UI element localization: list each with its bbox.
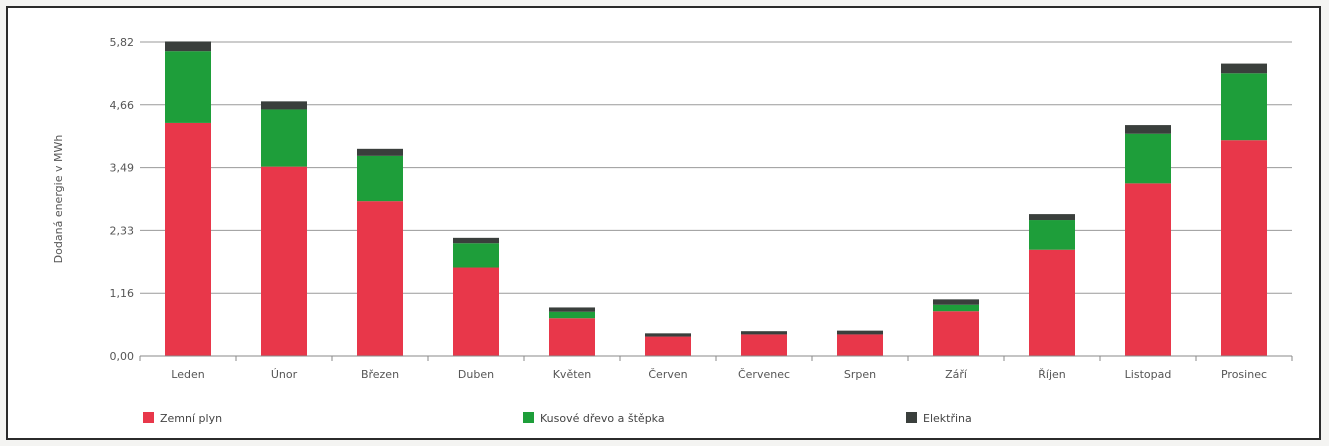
bar-segment	[165, 122, 211, 357]
bar-segment	[165, 51, 211, 123]
y-tick-label: 0,00	[110, 350, 135, 363]
x-tick-label: Prosinec	[1221, 368, 1267, 381]
x-tick-label: Únor	[271, 368, 298, 381]
bar-segment	[261, 109, 307, 167]
y-axis-label: Dodaná energie v MWh	[52, 135, 65, 264]
bar-segment	[645, 333, 691, 337]
x-tick-label: Říjen	[1038, 368, 1066, 381]
bar-segment	[933, 299, 979, 305]
bar-segment	[549, 311, 595, 319]
bar-segment	[1125, 133, 1171, 184]
legend-label: Kusové dřevo a štěpka	[540, 412, 665, 425]
bar-segment	[1029, 214, 1075, 221]
bar-segment	[357, 148, 403, 156]
bar-segment	[645, 336, 691, 356]
y-tick-label: 4,66	[110, 99, 135, 112]
y-tick-label: 1,16	[110, 287, 135, 300]
bar-segment	[1221, 73, 1267, 141]
bar-segment	[1221, 63, 1267, 74]
x-tick-label: Duben	[458, 368, 494, 381]
bar-segment	[549, 318, 595, 356]
bar-segment	[453, 243, 499, 268]
bar-segment	[453, 237, 499, 244]
bar-segment	[837, 330, 883, 335]
y-tick-label: 2,33	[110, 224, 135, 237]
legend-item: Elektřina	[906, 412, 972, 425]
bar-segment	[261, 101, 307, 110]
bar-segment	[1125, 125, 1171, 134]
bar-segment	[357, 155, 403, 202]
x-tick-label: Červen	[648, 368, 687, 381]
bar-segment	[165, 41, 211, 52]
y-tick-label: 3,49	[110, 162, 135, 175]
bar-segment	[1125, 183, 1171, 356]
legend-item: Zemní plyn	[143, 412, 222, 425]
y-tick-labels: 0,00 1,16 2,33 3,49 4,66 5,82	[110, 36, 135, 363]
bar-segment	[741, 334, 787, 356]
legend-label: Zemní plyn	[160, 412, 222, 425]
y-tick-label: 5,82	[110, 36, 135, 49]
x-tick-label: Listopad	[1125, 368, 1172, 381]
x-tick-labels: Leden Únor Březen Duben Květen Červen Červenec…	[139, 356, 1293, 381]
bar-segment	[741, 331, 787, 335]
x-tick-label: Květen	[553, 368, 592, 381]
bar-segment	[549, 307, 595, 312]
x-tick-label: Červenec	[738, 368, 790, 381]
x-tick-label: Leden	[171, 368, 204, 381]
bar-segment	[261, 166, 307, 356]
x-tick-label: Srpen	[844, 368, 876, 381]
chart-frame	[6, 6, 1321, 440]
legend-item: Kusové dřevo a štěpka	[523, 412, 665, 425]
bar-segment	[933, 311, 979, 356]
legend-label: Elektřina	[923, 412, 972, 425]
x-tick-label: Září	[945, 368, 968, 381]
bar-segment	[357, 201, 403, 356]
bar-segment	[1221, 140, 1267, 356]
bar-segment	[453, 267, 499, 356]
gridlines	[140, 41, 1292, 294]
bars	[165, 41, 1267, 357]
bar-segment	[1029, 220, 1075, 250]
legend-swatch	[523, 412, 534, 423]
legend-swatch	[906, 412, 917, 423]
bar-segment	[1029, 249, 1075, 356]
bar-segment	[933, 304, 979, 312]
legend-swatch	[143, 412, 154, 423]
bar-segment	[837, 334, 883, 356]
x-tick-label: Březen	[361, 368, 399, 381]
legend: Zemní plyn Kusové dřevo a štěpka Elektřina	[143, 412, 972, 425]
